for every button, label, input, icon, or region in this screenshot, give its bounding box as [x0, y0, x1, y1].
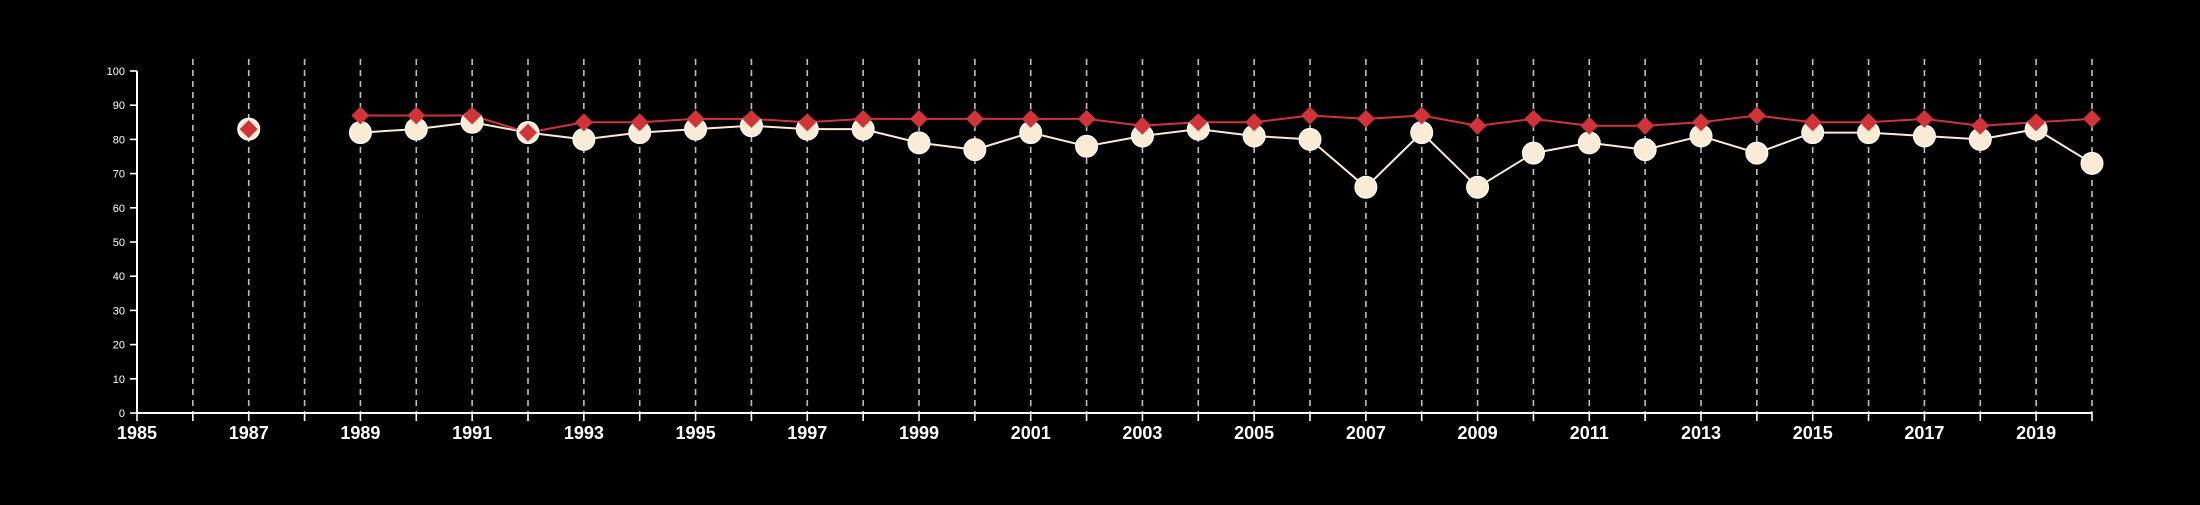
x-tick-label-1993: 1993 [564, 423, 604, 443]
x-tick-label-1999: 1999 [899, 423, 939, 443]
series-1-point-2003 [1133, 116, 1152, 135]
series-1-point-2006 [1301, 106, 1319, 125]
x-tick-label-1991: 1991 [452, 423, 492, 443]
series-1-point-1999 [910, 109, 928, 128]
y-tick-label-0: 0 [119, 408, 125, 420]
x-tick-label-2007: 2007 [1346, 423, 1386, 443]
series-0-point-2009 [1466, 175, 1490, 199]
series-0-point-2000 [963, 138, 987, 162]
series-0-point-2006 [1298, 127, 1322, 151]
series-0-point-2010 [1521, 141, 1545, 165]
series-1-point-1998 [854, 109, 873, 128]
series-1-point-2012 [1636, 116, 1655, 135]
series-1-point-2008 [1412, 106, 1431, 125]
series-1-point-2018 [1971, 116, 1990, 135]
series-1-point-1991 [463, 106, 482, 125]
series-1-point-2002 [1077, 109, 1096, 128]
y-tick-label-60: 60 [113, 203, 125, 215]
x-tick-label-1989: 1989 [340, 423, 380, 443]
series-1-point-2019 [2027, 113, 2046, 132]
y-tick-label-50: 50 [113, 237, 125, 249]
series-1-point-1996 [742, 109, 761, 128]
series-1-point-1993 [574, 113, 593, 132]
series-0-point-1989 [348, 121, 372, 145]
series-1-point-1994 [630, 113, 649, 132]
series-1-point-2017 [1915, 109, 1934, 128]
series-0-point-2020 [2080, 151, 2104, 175]
x-tick-label-1995: 1995 [676, 423, 716, 443]
series-1-point-2004 [1189, 113, 1208, 132]
series-1-point-2005 [1245, 113, 1264, 132]
x-tick-label-2003: 2003 [1122, 423, 1162, 443]
y-tick-label-70: 70 [113, 169, 125, 181]
x-tick-label-2005: 2005 [1234, 423, 1274, 443]
series-1-point-1989 [351, 106, 370, 125]
x-tick-label-1997: 1997 [787, 423, 827, 443]
series-1-point-2009 [1468, 116, 1487, 135]
x-tick-label-1985: 1985 [117, 423, 157, 443]
series-0-point-2007 [1354, 175, 1378, 199]
y-tick-label-30: 30 [113, 305, 125, 317]
series-1-point-2014 [1747, 106, 1766, 125]
y-tick-label-40: 40 [113, 271, 125, 283]
series-0-point-1993 [572, 127, 596, 151]
series-1-point-2000 [965, 109, 984, 128]
x-tick-label-2009: 2009 [1458, 423, 1498, 443]
series-0-point-2002 [1075, 134, 1099, 158]
series-1-point-1987 [239, 120, 258, 139]
series-0-point-2011 [1577, 131, 1601, 155]
series-0-point-2014 [1745, 141, 1769, 165]
y-tick-label-10: 10 [113, 374, 125, 386]
x-tick-label-2001: 2001 [1011, 423, 1051, 443]
series-0-point-2012 [1633, 138, 1657, 162]
series-1-point-2015 [1803, 113, 1822, 132]
x-tick-label-2011: 2011 [1570, 423, 1609, 443]
series-1-point-1990 [407, 106, 426, 125]
series-1-point-2020 [2083, 109, 2101, 128]
y-tick-label-80: 80 [113, 134, 125, 146]
x-tick-label-2013: 2013 [1681, 423, 1721, 443]
series-1-point-1997 [798, 113, 817, 132]
axis-layer: 0 10 20 30 40 50 60 70 80 90 100 1985 1987 1989 1991 19… [107, 66, 2093, 443]
y-tick-label-90: 90 [113, 100, 125, 112]
series-1-point-2011 [1580, 116, 1599, 135]
series-0-point-1999 [907, 131, 931, 155]
series-1-point-2001 [1021, 109, 1040, 128]
series-1-point-1995 [686, 109, 705, 128]
x-tick-label-1987: 1987 [229, 423, 269, 443]
series-0-point-2008 [1410, 121, 1434, 145]
x-tick-label-2019: 2019 [2016, 423, 2056, 443]
series-1-line-1 [360, 114, 2093, 134]
x-tick-label-2017: 2017 [1904, 423, 1944, 443]
y-tick-label-100: 100 [107, 66, 125, 78]
series-1-point-2010 [1524, 109, 1543, 128]
y-tick-label-20: 20 [113, 340, 125, 352]
marker-layer [237, 106, 2104, 199]
x-tick-label-2015: 2015 [1793, 423, 1833, 443]
series-1-point-2007 [1356, 109, 1375, 128]
series-1-point-2016 [1859, 113, 1878, 132]
series-1-point-1992 [519, 123, 537, 142]
series-1-point-2013 [1692, 113, 1710, 132]
series-0-point-2017 [1912, 124, 1936, 148]
